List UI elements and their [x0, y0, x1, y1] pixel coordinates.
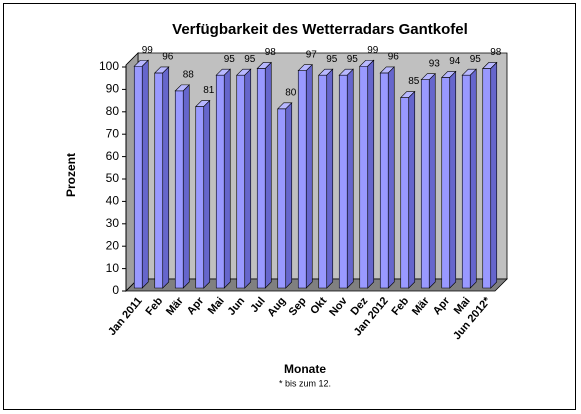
bar-side — [162, 66, 170, 289]
bar-side — [408, 90, 416, 289]
bar — [338, 68, 354, 289]
bar-side — [387, 66, 395, 289]
bar — [195, 99, 211, 289]
bar-front — [318, 74, 328, 289]
bar-front — [133, 65, 143, 289]
value-label: 85 — [408, 76, 420, 87]
bar-front — [441, 77, 451, 289]
y-tick-label: 90 — [106, 82, 120, 96]
value-label: 98 — [490, 47, 502, 58]
bar-side — [449, 70, 457, 289]
bar-side — [490, 61, 498, 289]
bar — [379, 66, 395, 289]
y-tick-label: 50 — [106, 171, 120, 185]
y-tick-label: 30 — [106, 216, 120, 230]
bar-side — [285, 102, 293, 289]
value-label: 80 — [285, 87, 297, 98]
y-tick-label: 60 — [106, 149, 120, 163]
bar-front — [256, 68, 266, 289]
bar-front — [236, 74, 246, 289]
value-label: 88 — [183, 70, 195, 81]
footnote: * bis zum 12. — [279, 378, 331, 388]
bar-front — [297, 70, 307, 289]
bar-side — [264, 61, 272, 289]
y-tick-label: 10 — [106, 261, 120, 275]
bar-side — [367, 59, 375, 289]
bar — [236, 68, 252, 289]
bar-front — [400, 97, 410, 289]
bar — [133, 59, 149, 289]
value-label: 99 — [142, 45, 154, 56]
bar — [461, 68, 477, 289]
bar-front — [461, 74, 471, 289]
y-tick-label: 70 — [106, 126, 120, 140]
bar — [154, 66, 170, 289]
x-axis-label: Monate — [284, 362, 326, 376]
bar — [420, 72, 436, 289]
bar-front — [420, 79, 430, 289]
value-label: 97 — [306, 49, 318, 60]
bar-front — [359, 65, 369, 289]
value-label: 93 — [429, 58, 441, 69]
value-label: 94 — [449, 56, 461, 67]
bar — [441, 70, 457, 289]
bar-side — [428, 72, 436, 289]
bar-front — [379, 72, 389, 289]
bar-side — [346, 68, 354, 289]
value-label: 95 — [470, 54, 482, 65]
value-label: 98 — [265, 47, 277, 58]
bar — [277, 102, 293, 289]
bar-side — [203, 99, 211, 289]
bar-side — [223, 68, 231, 289]
bar-front — [154, 72, 164, 289]
y-tick-label: 20 — [106, 238, 120, 252]
bar — [174, 84, 190, 289]
bar — [215, 68, 231, 289]
bar-side — [182, 84, 190, 289]
y-tick-label: 100 — [99, 59, 119, 73]
value-label: 95 — [326, 54, 338, 65]
chart-title: Verfügbarkeit des Wetterradars Gantkofel — [172, 21, 468, 38]
bar-side — [305, 63, 313, 289]
y-tick-label: 40 — [106, 194, 120, 208]
y-tick-label: 0 — [112, 283, 119, 297]
value-label: 81 — [203, 85, 215, 96]
bar-front — [215, 74, 225, 289]
value-label: 95 — [244, 54, 256, 65]
value-label: 96 — [388, 52, 400, 63]
y-tick-label: 80 — [106, 104, 120, 118]
value-label: 95 — [224, 54, 236, 65]
bar-front — [482, 68, 492, 289]
bar-side — [469, 68, 477, 289]
bar — [482, 61, 498, 289]
bar — [297, 63, 313, 289]
y-axis-label: Prozent — [64, 153, 78, 197]
bar — [318, 68, 334, 289]
bar — [400, 90, 416, 289]
value-label: 95 — [347, 54, 359, 65]
value-label: 99 — [367, 45, 379, 56]
bar-side — [244, 68, 252, 289]
bar-side — [326, 68, 334, 289]
bar-side — [141, 59, 149, 289]
bar-front — [174, 90, 184, 289]
bar-front — [277, 108, 287, 289]
bar — [359, 59, 375, 289]
value-label: 96 — [162, 52, 174, 63]
bar — [256, 61, 272, 289]
bar-front — [195, 106, 205, 289]
bar-front — [338, 74, 348, 289]
